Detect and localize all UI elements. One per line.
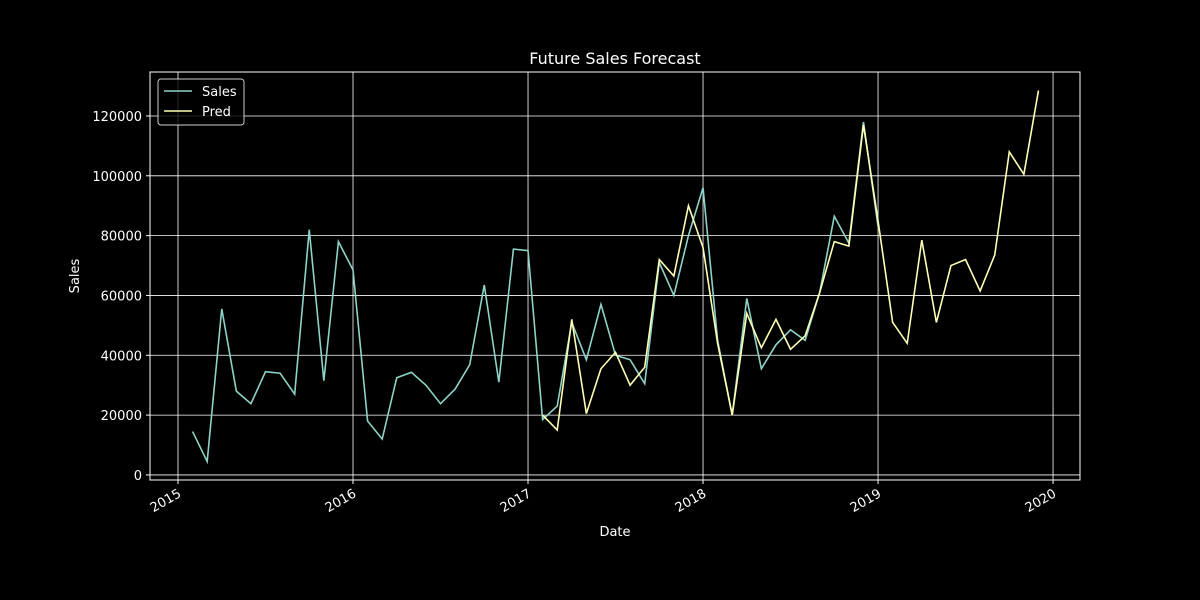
y-tick-label: 100000 [92,170,142,185]
y-tick-label: 60000 [101,289,142,304]
y-tick-label: 40000 [101,349,142,364]
series-line [542,90,1040,432]
plot-frame [149,71,1081,481]
chart-title: Future Sales Forecast [529,49,700,68]
legend-label: Pred [202,105,231,120]
y-axis-label: Sales [68,258,83,293]
y-tick-label: 0 [134,469,142,484]
series-line [191,121,879,465]
y-tick-label: 80000 [101,230,142,245]
y-tick-label: 120000 [92,110,142,125]
y-tick-label: 20000 [101,409,142,424]
legend-label: Sales [202,85,237,100]
x-axis-label: Date [599,525,630,540]
